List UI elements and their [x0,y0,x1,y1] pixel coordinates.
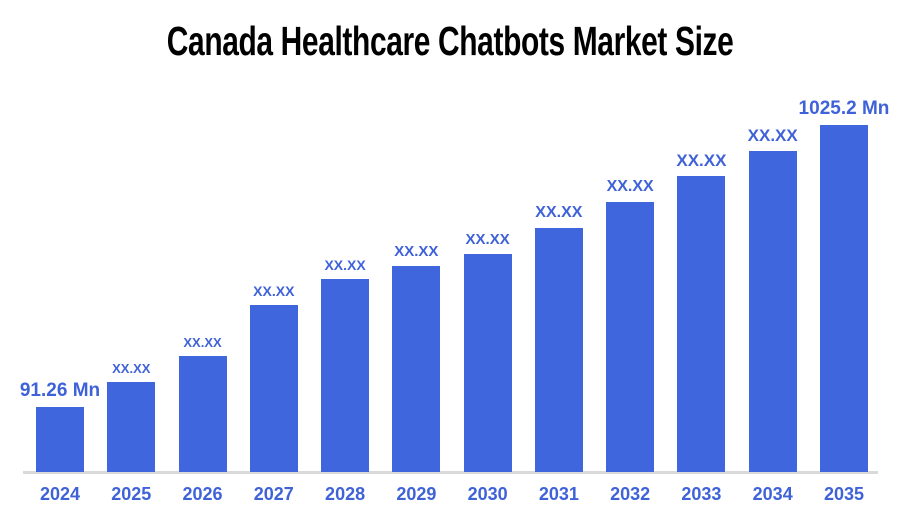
x-tick-label: 2028 [325,484,366,504]
bar [677,176,726,472]
bar-value-label: XX.XX [253,283,295,299]
x-axis-line [23,471,878,474]
bar-value-label: XX.XX [183,335,222,350]
bar [606,202,655,472]
bar-value-label: 1025.2 Mn [798,98,890,119]
bar-value-label: XX.XX [465,231,510,248]
chart-title-text: Canada Healthcare Chatbots Market Size [166,18,734,64]
x-tick-label: 2031 [538,484,579,504]
bar-value-label: XX.XX [112,361,151,376]
bar-value-label: XX.XX [324,257,366,273]
bar [534,228,583,472]
x-tick-label: 2032 [610,484,651,504]
x-tick-label: 2035 [823,484,864,504]
x-tick-label: 2034 [752,484,793,504]
x-tick-label: 2025 [111,484,152,504]
bar-value-label: XX.XX [394,243,439,260]
x-tick-label: 2030 [467,484,508,504]
bar [392,266,441,472]
x-tick-label: 2026 [182,484,223,504]
chart-title: Canada Healthcare Chatbots Market Size [0,18,900,65]
bar-value-label: XX.XX [747,126,798,145]
bar [819,125,868,472]
x-tick-label: 2029 [396,484,437,504]
bar-value-label: XX.XX [676,151,727,170]
x-tick-label: 2027 [253,484,294,504]
bar [249,305,298,472]
x-tick-label: 2033 [681,484,722,504]
bar-value-label: XX.XX [535,204,583,221]
bar [463,254,512,472]
bar [107,382,156,472]
bar-value-label: 91.26 Mn [19,380,101,401]
x-tick-label: 2024 [39,484,81,504]
bar [36,407,84,472]
bar [178,356,227,472]
bar [321,279,370,472]
bar [748,151,797,472]
bar-value-label: XX.XX [606,178,654,195]
